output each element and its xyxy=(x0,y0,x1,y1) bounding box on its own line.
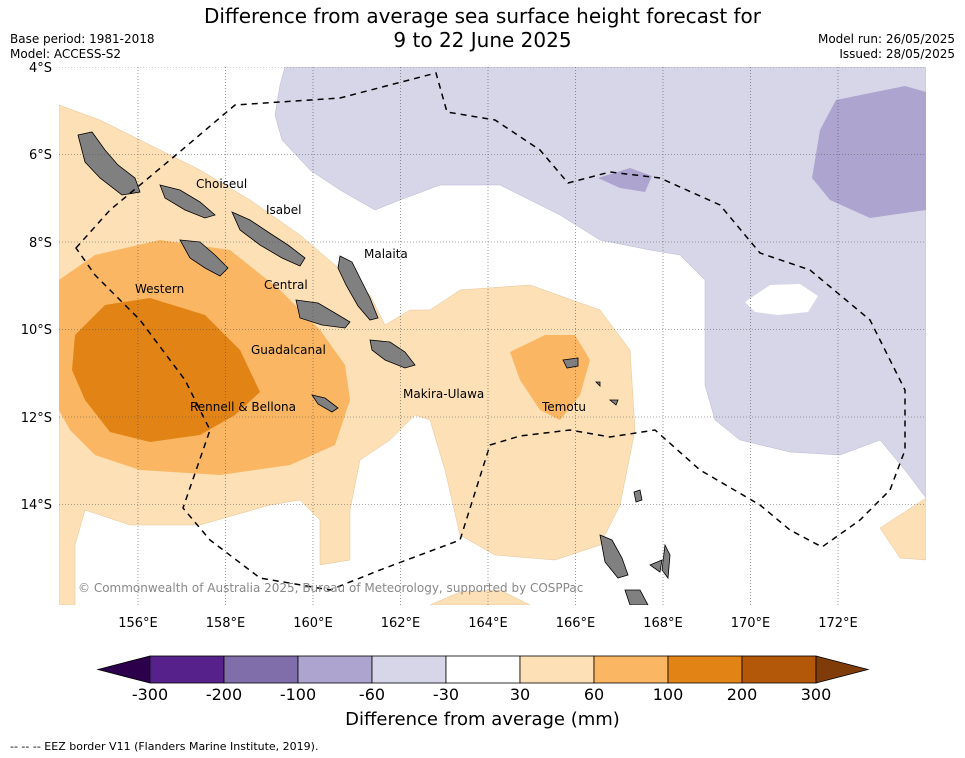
contour-plus-60-temotu xyxy=(510,335,590,420)
colorbar-swatch xyxy=(593,655,669,684)
colorbar-tick-label: 30 xyxy=(510,685,530,704)
colorbar-tick-label: 300 xyxy=(801,685,832,704)
contour-minus-60-small xyxy=(598,168,652,192)
map-title: Difference from average sea surface heig… xyxy=(0,4,965,52)
island-rennell xyxy=(311,394,339,413)
lon-label: 164°E xyxy=(468,616,508,631)
lon-label: 168°E xyxy=(643,616,683,631)
island-small-1 xyxy=(633,489,643,503)
forecast-map: Choiseul Isabel Malaita Western Central … xyxy=(21,61,926,631)
map-area: Choiseul Isabel Malaita Western Central … xyxy=(59,67,926,605)
island-small-3 xyxy=(595,381,601,387)
copyright-notice: © Commonwealth of Australia 2025, Bureau… xyxy=(78,581,583,595)
lon-label: 166°E xyxy=(556,616,596,631)
colorbar-swatch xyxy=(667,655,743,684)
lat-label: 4°S xyxy=(29,61,52,76)
place-rennell-bellona: Rennell & Bellona xyxy=(190,400,296,414)
colorbar-swatch xyxy=(223,655,299,684)
issued-date: Issued: 28/05/2025 xyxy=(839,47,955,61)
lat-label: 14°S xyxy=(21,498,52,513)
meta-right: Model run: 26/05/2025 Issued: 28/05/2025 xyxy=(818,32,955,62)
contour-minus-30 xyxy=(274,67,926,499)
place-central: Central xyxy=(264,278,308,292)
colorbar-swatch xyxy=(519,655,595,684)
colorbar-tick-label: -100 xyxy=(280,685,316,704)
graticule xyxy=(59,67,926,605)
eez-footnote: -- -- -- EEZ border V11 (Flanders Marine… xyxy=(10,740,319,753)
island-vanuatu-a xyxy=(599,534,629,579)
island-malaita xyxy=(337,255,379,321)
island-temotu-a xyxy=(562,357,579,369)
island-bougainville xyxy=(77,131,141,196)
contour-plus-30-south xyxy=(429,589,531,605)
place-western: Western xyxy=(135,282,184,296)
colorbar-swatch xyxy=(297,655,373,684)
island-vanuatu-d xyxy=(661,543,671,580)
eez-border xyxy=(75,72,906,591)
island-isabel xyxy=(231,211,306,267)
colorbar-tick-label: -60 xyxy=(359,685,385,704)
lon-label: 158°E xyxy=(206,616,246,631)
lat-label: 8°S xyxy=(29,236,52,251)
island-guadalcanal xyxy=(295,299,351,329)
colorbar-swatch xyxy=(149,655,225,684)
place-makira-ulawa: Makira-Ulawa xyxy=(403,387,484,401)
colorbar-tick-label: -300 xyxy=(132,685,168,704)
colorbar-group: -300 -200 -100 -60 -30 30 60 100 200 300 xyxy=(96,655,870,704)
place-isabel: Isabel xyxy=(266,203,301,217)
lon-label: 170°E xyxy=(731,616,771,631)
colorbar-tick-label: 200 xyxy=(727,685,758,704)
lat-label: 10°S xyxy=(21,323,52,338)
island-makira xyxy=(369,339,416,369)
contour-plus-100 xyxy=(72,298,260,442)
colorbar-tick-label: -200 xyxy=(206,685,242,704)
colorbar-over-arrow xyxy=(815,655,870,684)
lon-label: 156°E xyxy=(118,616,158,631)
contour-minus-60-east xyxy=(812,86,926,218)
land-masses xyxy=(77,131,671,605)
colorbar-tick-label: -30 xyxy=(433,685,459,704)
colorbar: -300 -200 -100 -60 -30 30 60 100 200 300 xyxy=(96,655,870,704)
colorbar-under-arrow xyxy=(96,655,151,684)
contour-white-pocket xyxy=(745,284,818,315)
contour-plus-30-se xyxy=(879,497,926,561)
place-malaita: Malaita xyxy=(364,247,408,261)
meta-left: Base period: 1981-2018 Model: ACCESS-S2 xyxy=(10,32,155,62)
model-run: Model run: 26/05/2025 xyxy=(817,32,955,46)
colorbar-tick-label: 100 xyxy=(653,685,684,704)
colorbar-tick-label: 60 xyxy=(584,685,604,704)
island-new-georgia xyxy=(179,239,229,277)
place-temotu: Temotu xyxy=(541,400,586,414)
lon-label: 162°E xyxy=(381,616,421,631)
colorbar-label: Difference from average (mm) xyxy=(345,709,620,730)
lon-label: 160°E xyxy=(293,616,333,631)
island-vanuatu-b xyxy=(624,589,649,605)
colorbar-swatch xyxy=(371,655,447,684)
base-period: Base period: 1981-2018 xyxy=(10,32,155,46)
island-vanuatu-c xyxy=(649,559,663,573)
island-choiseul xyxy=(159,184,216,219)
colorbar-swatch xyxy=(741,655,817,684)
lat-label: 6°S xyxy=(29,148,52,163)
model-name: Model: ACCESS-S2 xyxy=(10,47,122,61)
lon-label: 172°E xyxy=(818,616,858,631)
island-small-2 xyxy=(608,399,619,406)
place-guadalcanal: Guadalcanal xyxy=(251,343,326,357)
title-line-1: Difference from average sea surface heig… xyxy=(203,4,762,28)
place-choiseul: Choiseul xyxy=(196,177,247,191)
colorbar-swatch xyxy=(445,655,521,684)
title-line-2: 9 to 22 June 2025 xyxy=(393,28,572,52)
lat-label: 12°S xyxy=(21,411,52,426)
